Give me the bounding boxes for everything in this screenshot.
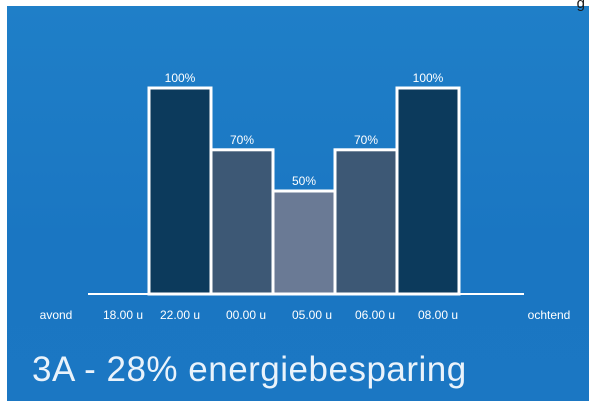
data-label: 100% xyxy=(165,71,196,85)
x-tick-label: ochtend xyxy=(528,308,571,322)
x-tick-label: 06.00 u xyxy=(355,308,395,322)
bar-22.00 u xyxy=(147,86,213,296)
bar-08.00 u xyxy=(395,86,461,296)
x-tick-label: 00.00 u xyxy=(226,308,266,322)
bar-00.00 u xyxy=(209,148,275,296)
data-label: 50% xyxy=(292,174,316,188)
x-tick-label: 18.00 u xyxy=(103,308,143,322)
x-tick-label: 05.00 u xyxy=(292,308,332,322)
chart-caption: 3A - 28% energiebesparing xyxy=(32,350,467,389)
corner-text: g xyxy=(576,0,585,12)
bar-05.00 u xyxy=(271,189,337,296)
x-tick-label: 08.00 u xyxy=(418,308,458,322)
data-label: 100% xyxy=(413,71,444,85)
data-label: 70% xyxy=(230,133,254,147)
x-tick-label: avond xyxy=(40,308,73,322)
bar-06.00 u xyxy=(333,148,399,296)
data-label: 70% xyxy=(354,133,378,147)
x-tick-label: 22.00 u xyxy=(160,308,200,322)
